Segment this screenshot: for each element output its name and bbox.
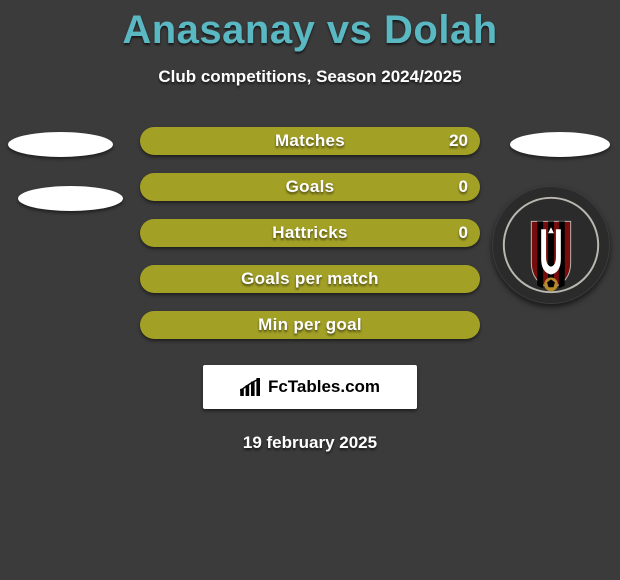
stat-row: Hattricks 0 — [140, 219, 480, 247]
watermark[interactable]: FcTables.com — [203, 365, 417, 409]
player-left-placeholder-1 — [8, 132, 113, 157]
stat-value: 0 — [459, 219, 468, 247]
shield-icon: ALI UNITE — [492, 186, 610, 304]
subtitle: Club competitions, Season 2024/2025 — [0, 67, 620, 87]
player-right-placeholder-1 — [510, 132, 610, 157]
stat-label: Hattricks — [140, 219, 480, 247]
stat-value: 20 — [449, 127, 468, 155]
date: 19 february 2025 — [0, 433, 620, 453]
stat-label: Matches — [140, 127, 480, 155]
stat-label: Goals per match — [140, 265, 480, 293]
watermark-text: FcTables.com — [268, 377, 380, 397]
stat-row: Goals 0 — [140, 173, 480, 201]
chart-bars-icon — [240, 378, 262, 396]
stat-label: Min per goal — [140, 311, 480, 339]
player-left-placeholder-2 — [18, 186, 123, 211]
club-crest: ALI UNITE — [492, 186, 610, 304]
stage: Anasanay vs Dolah Club competitions, Sea… — [0, 8, 620, 580]
stat-label: Goals — [140, 173, 480, 201]
stat-row: Matches 20 — [140, 127, 480, 155]
page-title: Anasanay vs Dolah — [0, 8, 620, 53]
stat-value: 0 — [459, 173, 468, 201]
stat-row: Min per goal — [140, 311, 480, 339]
stat-row: Goals per match — [140, 265, 480, 293]
